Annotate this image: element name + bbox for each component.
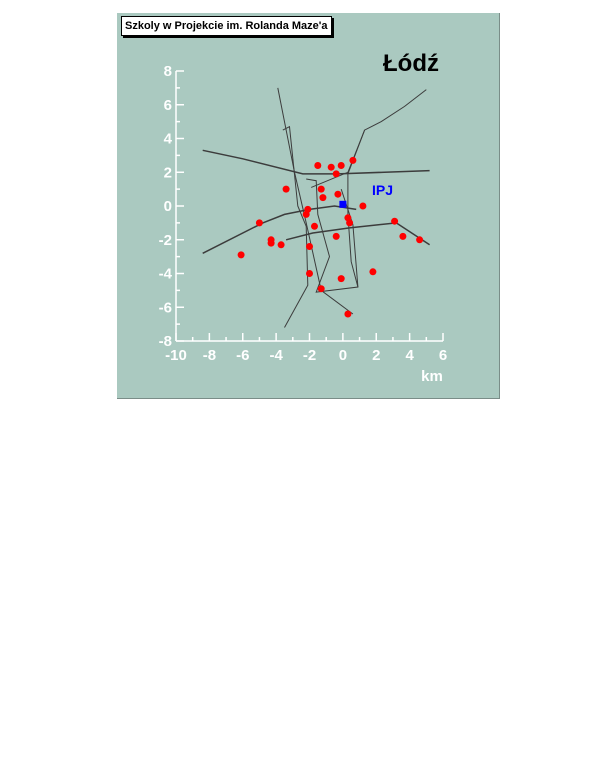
school-point [256,219,263,226]
schools-layer [238,157,424,318]
school-point [318,186,325,193]
x-tick-label: -2 [303,347,316,364]
school-point [399,233,406,240]
school-point [311,223,318,230]
x-tick-label: 6 [439,347,447,364]
school-point [303,211,310,218]
y-tick-label: 2 [164,164,172,181]
school-point [318,285,325,292]
x-tick-label: -4 [269,347,283,364]
x-tick-label: -8 [203,347,216,364]
school-point [346,219,353,226]
y-tick-label: -4 [159,266,173,283]
school-point [306,270,313,277]
x-tick-label: 4 [405,347,414,364]
school-point [278,241,285,248]
school-point [306,243,313,250]
school-point [344,311,351,318]
x-axis-label: km [421,368,443,385]
school-point [238,251,245,258]
school-point [328,164,335,171]
chart-title: Szkoly w Projekcie im. Rolanda Maze'a [121,16,332,36]
ipj-label: IPJ [372,182,393,198]
road-0 [203,150,430,174]
school-point [338,162,345,169]
school-point [359,203,366,210]
school-point [268,240,275,247]
road-2 [286,223,430,245]
y-tick-label: 8 [164,63,172,80]
x-tick-label: -10 [165,347,187,364]
school-point [416,236,423,243]
y-tick-label: 4 [164,131,173,148]
y-tick-label: 6 [164,97,172,114]
school-point [314,162,321,169]
x-tick-label: 0 [339,347,347,364]
y-tick-label: -6 [159,299,172,316]
city-label: Łódź [383,50,439,77]
school-point [391,218,398,225]
school-point [319,194,326,201]
ipj-marker [339,201,346,208]
road-5 [306,179,358,292]
roads-layer [203,88,430,328]
school-point [338,275,345,282]
school-point [333,233,340,240]
y-tick-label: 0 [164,198,172,215]
school-point [369,268,376,275]
y-tick-label: -2 [159,232,172,249]
school-point [283,186,290,193]
school-point [334,191,341,198]
road-4 [283,127,308,328]
x-tick-label: 2 [372,347,380,364]
school-point [349,157,356,164]
x-tick-label: -6 [236,347,249,364]
school-point [333,170,340,177]
